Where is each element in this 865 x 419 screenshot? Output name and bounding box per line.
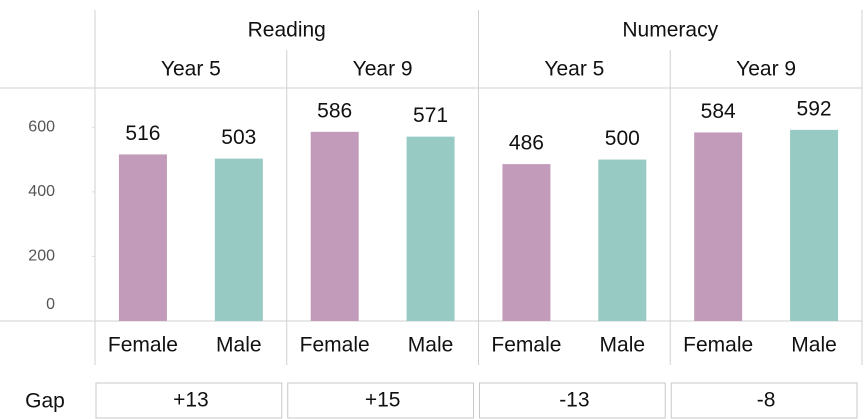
year-header: Year 5 — [161, 58, 221, 81]
bar — [502, 164, 551, 321]
gap-value: -13 — [559, 389, 589, 412]
x-tick-label: Male — [600, 334, 646, 357]
bar — [406, 136, 455, 321]
x-tick-label: Female — [491, 334, 561, 357]
gap-value: +15 — [365, 389, 401, 412]
value-label: 584 — [701, 100, 736, 123]
y-tick-label: 200 — [28, 248, 55, 265]
gap-box — [95, 382, 283, 419]
bar — [790, 129, 839, 321]
bar — [214, 158, 263, 321]
gap-value: +13 — [173, 389, 209, 412]
bar — [694, 132, 743, 321]
value-label: 500 — [605, 127, 640, 150]
year-header: Year 9 — [736, 58, 796, 81]
value-label: 592 — [797, 97, 832, 120]
x-tick-label: Male — [791, 334, 837, 357]
y-tick-label: 400 — [28, 183, 55, 200]
bar — [118, 154, 167, 321]
x-tick-label: Male — [408, 334, 454, 357]
x-tick-label: Female — [300, 334, 370, 357]
x-tick-label: Male — [216, 334, 262, 357]
gap-value: -8 — [757, 389, 776, 412]
value-label: 516 — [125, 122, 160, 145]
value-label: 503 — [221, 126, 256, 149]
gap-box — [670, 382, 858, 419]
x-tick-label: Female — [683, 334, 753, 357]
bar — [310, 131, 359, 321]
value-label: 586 — [317, 99, 352, 122]
x-tick-label: Female — [108, 334, 178, 357]
gap-box — [287, 382, 474, 419]
year-header: Year 9 — [353, 58, 413, 81]
subject-header: Numeracy — [622, 19, 718, 42]
value-label: 571 — [413, 104, 448, 127]
value-label: 486 — [509, 132, 544, 155]
year-header: Year 5 — [544, 58, 604, 81]
y-tick-label: 0 — [46, 296, 55, 313]
subject-header: Reading — [248, 19, 326, 42]
y-tick-label: 600 — [28, 119, 55, 136]
bar — [598, 159, 647, 321]
gap-label: Gap — [25, 390, 65, 413]
gap-box — [479, 382, 666, 419]
